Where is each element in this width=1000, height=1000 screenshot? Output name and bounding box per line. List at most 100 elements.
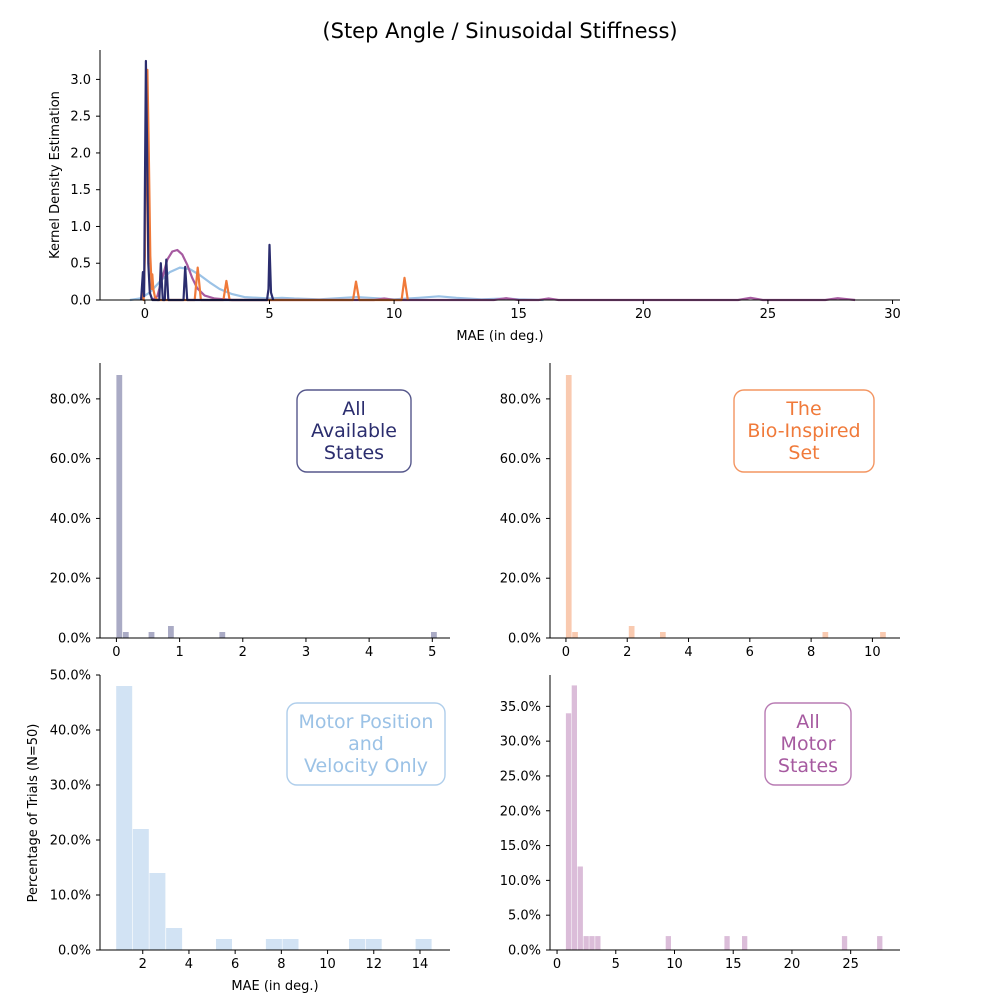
x-tick-label: 4 [185,957,193,972]
panel-label-box [286,702,446,786]
y-axis-label: Percentage of Trials (N=50) [26,724,41,903]
histogram-bar [168,626,174,638]
y-tick-label: 0.0% [508,944,541,959]
y-tick-label: 0.5 [70,257,91,272]
x-tick-label: 20 [784,957,801,972]
panel-motor-position-velocity: 2 4 6 8 10 12 14 0.0% 10.0% 20.0% 30.0% 40.0% 50.0% M… [26,669,450,994]
panel-label: All Motor States [778,711,838,777]
panel-bio-inspired-set: 0 2 4 6 8 10 0.0% 20.0% 40.0% 60.0% 80.0% The Bio-In… [500,363,900,660]
y-tick-label: 20.0% [500,804,541,819]
y-tick-label: 25.0% [500,769,541,784]
panel-all-available-states: 0 1 2 3 4 5 0.0% 20.0% 40.0% 60.0% 80.0% All Availab… [50,363,450,660]
histogram-bar [132,829,149,950]
y-tick-label: 80.0% [500,392,541,407]
x-tick-label: 8 [807,645,815,660]
x-tick-label: 25 [842,957,859,972]
x-tick-label: 6 [231,957,239,972]
panel-label-box [764,702,852,786]
x-tick-label: 5 [265,307,273,322]
panel-label-line: The [785,398,821,420]
x-tick-label: 14 [412,957,429,972]
histogram-bar [565,375,572,638]
panel-label-line: States [778,755,838,777]
x-tick-label: 8 [277,957,285,972]
y-tick-label: 30.0% [50,779,91,794]
histogram-bar [665,936,671,950]
y-tick-label: 15.0% [500,839,541,854]
panel-label-line: Set [788,442,819,464]
y-tick-label: 60.0% [50,452,91,467]
y-tick-label: 20.0% [500,572,541,587]
histogram-bar [660,632,666,638]
histogram-bar [148,632,155,638]
x-tick-label: 1 [175,645,183,660]
y-tick-label: 5.0% [508,909,541,924]
histogram-bar [877,936,883,950]
histogram-bar [565,713,572,950]
x-tick-label: 0 [141,307,149,322]
x-tick-label: 15 [725,957,742,972]
x-tick-label: 30 [884,307,901,322]
histogram-bar [724,936,730,950]
histogram-bar [880,632,886,638]
histogram-bar [265,939,282,950]
panel-label-line: Motor [781,733,836,755]
y-tick-label: 3.0 [70,73,91,88]
histogram-bar [116,375,123,638]
panel-label-line: All [796,711,820,733]
panel-label-line: Available [311,420,397,442]
panel-label-line: Bio-Inspired [747,420,860,442]
histogram-bar [282,939,299,950]
kde-series-line-1 [151,248,856,302]
x-tick-label: 10 [864,645,881,660]
panel-label: The Bio-Inspired Set [747,398,860,464]
histogram-bar [349,939,365,950]
histogram-bar [572,632,578,638]
x-tick-label: 10 [319,957,336,972]
histogram-bar [822,632,829,638]
panel-all-motor-states: 0 5 10 15 20 25 0.0% 5.0% 10.0% 15.0% 20.0% 25.0% 30… [500,675,900,972]
y-tick-label: 20.0% [50,572,91,587]
y-tick-label: 0.0% [508,632,541,647]
histogram-bar [415,939,432,950]
y-tick-label: 30.0% [500,735,541,750]
panel-label-line: and [348,733,384,755]
histogram-bar [365,939,382,950]
x-tick-label: 2 [139,957,147,972]
histogram-bar [219,632,226,638]
y-tick-label: 0.0% [58,944,91,959]
histogram-bar [149,873,166,950]
x-tick-label: 15 [510,307,527,322]
histogram-bar [577,866,583,950]
y-axis-label: Kernel Density Estimation [48,91,63,259]
y-tick-label: 40.0% [500,512,541,527]
y-tick-label: 35.0% [500,700,541,715]
x-axis-label: MAE (in deg.) [456,329,543,344]
x-tick-label: 5 [612,957,620,972]
y-tick-label: 1.0 [70,220,91,235]
y-tick-label: 40.0% [50,512,91,527]
panel-label-line: Velocity Only [304,755,428,777]
x-tick-label: 20 [635,307,652,322]
x-tick-label: 3 [302,645,310,660]
y-tick-label: 1.5 [70,183,91,198]
x-tick-label: 0 [553,957,561,972]
y-tick-label: 0.0 [70,294,91,309]
panel-label-box [733,389,875,473]
panel-label-line: States [324,442,384,464]
x-tick-label: 4 [365,645,373,660]
y-tick-label: 0.0% [58,632,91,647]
x-tick-label: 0 [562,645,570,660]
panel-label-box [296,389,412,473]
y-tick-label: 2.0 [70,146,91,161]
y-tick-label: 40.0% [50,724,91,739]
kde-series-line-0 [129,266,544,302]
x-tick-label: 12 [365,957,382,972]
panel-label: All Available States [311,398,397,464]
panel-label: Motor Position and Velocity Only [299,711,434,777]
histogram-bar [589,936,595,950]
x-tick-label: 10 [666,957,683,972]
y-tick-label: 60.0% [500,452,541,467]
y-tick-label: 50.0% [50,669,91,684]
